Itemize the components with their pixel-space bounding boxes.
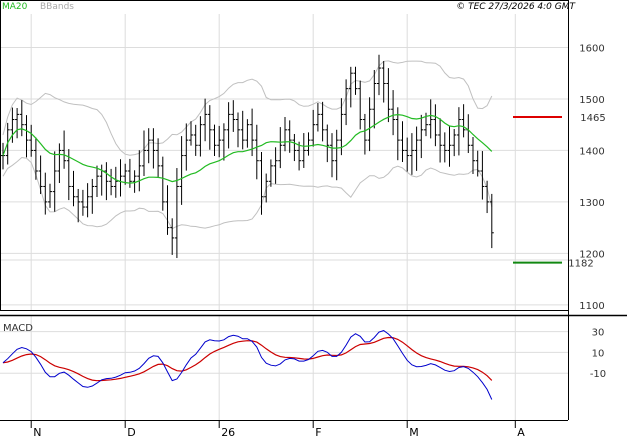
bollinger-bands xyxy=(2,60,493,230)
macd-tick-label: 10 xyxy=(592,348,605,359)
price-tick-label: 1500 xyxy=(579,95,604,106)
price-tick-label: 1400 xyxy=(579,146,604,157)
price-tick-label: 1600 xyxy=(579,43,604,54)
ma-legend: MA20 xyxy=(2,2,28,12)
time-tick-label: N xyxy=(33,426,41,439)
price-tick-label: 1200 xyxy=(579,249,604,260)
macd-title: MACD xyxy=(3,323,33,334)
price-tick-label: 1300 xyxy=(579,198,604,209)
chart-frame xyxy=(0,0,627,421)
price-tick-label: 1100 xyxy=(579,301,604,312)
price-axis: 1100 1200 1300 1400 1500 1600 30 10 -10 xyxy=(579,43,606,380)
time-tick-label: M xyxy=(409,426,419,439)
macd-panel xyxy=(2,330,493,400)
time-axis: N D 26 F M A xyxy=(30,420,525,439)
support-label: 1182 xyxy=(568,259,593,270)
support-resistance-levels: 1465 1182 xyxy=(513,113,606,270)
price-bars xyxy=(1,54,494,259)
time-tick-label: F xyxy=(315,426,321,439)
bbands-legend: BBands xyxy=(40,2,74,12)
time-tick-label: D xyxy=(127,426,135,439)
ma20-line xyxy=(2,113,493,184)
time-tick-label: A xyxy=(517,426,525,439)
bband-lower xyxy=(2,156,493,230)
resistance-label: 1465 xyxy=(580,113,605,124)
copyright-note: © TEC 27/3/2026 4:0 GMT xyxy=(456,2,576,12)
moving-average-line xyxy=(2,113,493,184)
macd-signal-line xyxy=(2,336,493,382)
macd-tick-label: 30 xyxy=(592,328,605,339)
macd-line xyxy=(2,330,493,400)
time-tick-label: 26 xyxy=(221,426,235,439)
bband-upper xyxy=(2,60,493,156)
macd-tick-label: -10 xyxy=(590,369,606,380)
